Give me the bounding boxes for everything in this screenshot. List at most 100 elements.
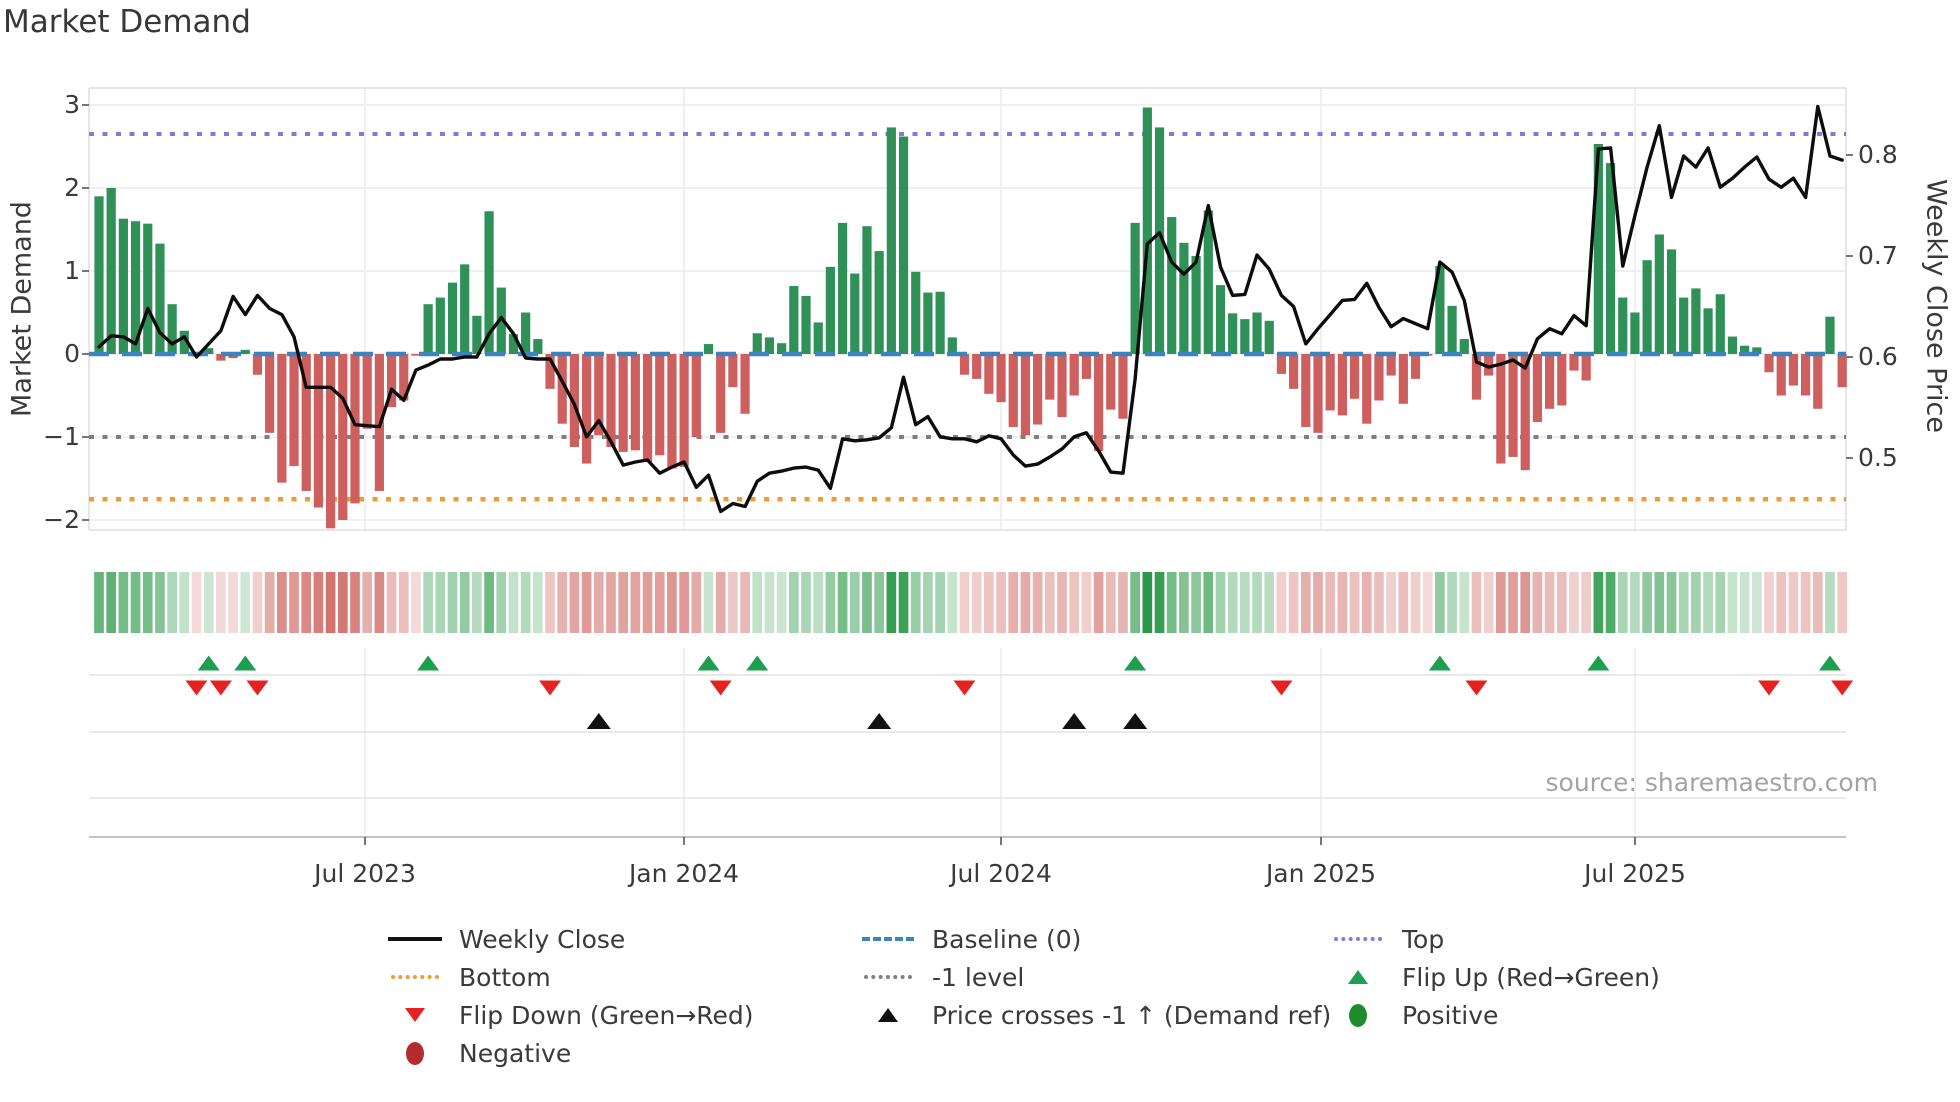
heatmap-cell [959, 572, 970, 633]
heatmap-cell [618, 572, 629, 633]
heatmap-cell [362, 572, 373, 633]
heatmap-cell [971, 572, 982, 633]
price-cross-marker [586, 713, 611, 729]
heatmap-cell [654, 572, 665, 633]
heatmap-cell [350, 572, 360, 633]
heatmap-cell [398, 572, 409, 633]
heatmap-cell [728, 572, 738, 633]
heatmap-cell [1142, 572, 1153, 633]
heatmap-cell [459, 572, 470, 633]
heatmap-cell [642, 572, 653, 633]
heatmap-cell [1386, 572, 1396, 633]
demand-bar [1069, 354, 1079, 396]
demand-bar [728, 354, 738, 388]
demand-bar [1410, 354, 1421, 379]
demand-bar [545, 354, 555, 389]
legend-label: Weekly Close [459, 924, 626, 954]
demand-bar [447, 282, 458, 354]
heatmap-cell [1666, 572, 1677, 633]
heatmap-cell [862, 572, 872, 633]
heatmap-cell [1325, 572, 1336, 633]
demand-bar [106, 188, 116, 354]
legend-item-negative: Negative [383, 1034, 754, 1072]
demand-bar [289, 354, 299, 467]
flip-up-marker [697, 655, 720, 671]
heatmap-cell [752, 572, 763, 633]
demand-bar [569, 354, 580, 447]
heatmap-cell [1118, 572, 1128, 633]
demand-bar [1276, 354, 1287, 374]
heatmap-cell [118, 572, 129, 633]
heatmap-cell [1447, 572, 1457, 633]
y-tick-right-06: 0.6 [1858, 342, 1898, 371]
demand-bar [1825, 316, 1835, 354]
demand-bar [1398, 354, 1408, 404]
heatmap-cell [703, 572, 714, 633]
demand-bar [1325, 354, 1335, 411]
heatmap-cell [691, 572, 702, 633]
heatmap-cell [1727, 572, 1738, 633]
red-down-triangle-icon [383, 1008, 447, 1022]
heatmap-cell [606, 572, 616, 633]
demand-bar [996, 354, 1006, 403]
demand-bar [1435, 266, 1445, 354]
heatmap-cell [1691, 572, 1701, 633]
legend-column-2: Baseline (0) -1 level Price crosses -1 ↑… [856, 920, 1331, 1034]
demand-bar [1703, 308, 1713, 354]
heatmap-cell [313, 572, 324, 633]
heatmap-cell [203, 572, 214, 633]
demand-bar [594, 354, 604, 436]
demand-bar [752, 333, 762, 354]
green-circle-icon [1326, 1003, 1390, 1027]
x-tick-jan-2025: Jan 2025 [1265, 859, 1377, 888]
x-tick-jan-2024: Jan 2024 [628, 859, 740, 888]
demand-bar [1057, 354, 1067, 418]
heatmap-cell [1191, 572, 1201, 633]
heatmap-cell [1081, 572, 1092, 633]
price-cross-markers [586, 713, 1148, 729]
demand-bar [1593, 144, 1603, 354]
demand-bar [1337, 354, 1347, 416]
heatmap-cell [1105, 572, 1116, 633]
demand-bar [411, 354, 421, 356]
demand-bar [886, 127, 896, 354]
heatmap-cell [1288, 572, 1299, 633]
heatmap-cell [532, 572, 543, 633]
heatmap-cell [679, 572, 689, 633]
flip-down-marker [185, 680, 208, 696]
heatmap-cell [240, 572, 251, 633]
y-tick-right-08: 0.8 [1858, 140, 1898, 169]
demand-bar [1215, 285, 1226, 354]
demand-bar [1654, 234, 1664, 354]
weekly-close-line [97, 104, 1844, 514]
demand-bar [1532, 354, 1543, 423]
heatmap-cell [1739, 572, 1750, 633]
heatmap-cell [947, 572, 958, 633]
demand-bar [655, 354, 665, 456]
legend-label: Positive [1402, 1000, 1499, 1030]
demand-bar [557, 354, 567, 424]
demand-bar [679, 354, 689, 467]
heatmap-cell [1459, 572, 1470, 633]
heatmap-cell [484, 572, 494, 633]
x-tick-jul-2025: Jul 2025 [1584, 859, 1686, 888]
heatmap-cell [1166, 572, 1177, 633]
orange-dotted-line-icon [383, 975, 447, 979]
demand-bar [850, 273, 860, 354]
heatmap-cell [1800, 572, 1811, 633]
heatmap-cell [1276, 572, 1287, 633]
heatmap-cell [1508, 572, 1518, 633]
demand-bar [667, 354, 677, 469]
heatmap-cell [801, 572, 811, 633]
heatmap-cell [216, 572, 226, 633]
demand-bar [484, 211, 494, 354]
demand-bar [1679, 297, 1689, 354]
x-tick-jul-2024: Jul 2024 [950, 859, 1052, 888]
heatmap-cell [1471, 572, 1482, 633]
demand-bar [338, 354, 348, 520]
heatmap-cell [252, 572, 263, 633]
demand-bar [1484, 354, 1494, 376]
price-line [97, 104, 1844, 514]
heatmap-cell [1422, 572, 1433, 633]
legend-label: Baseline (0) [932, 924, 1082, 954]
